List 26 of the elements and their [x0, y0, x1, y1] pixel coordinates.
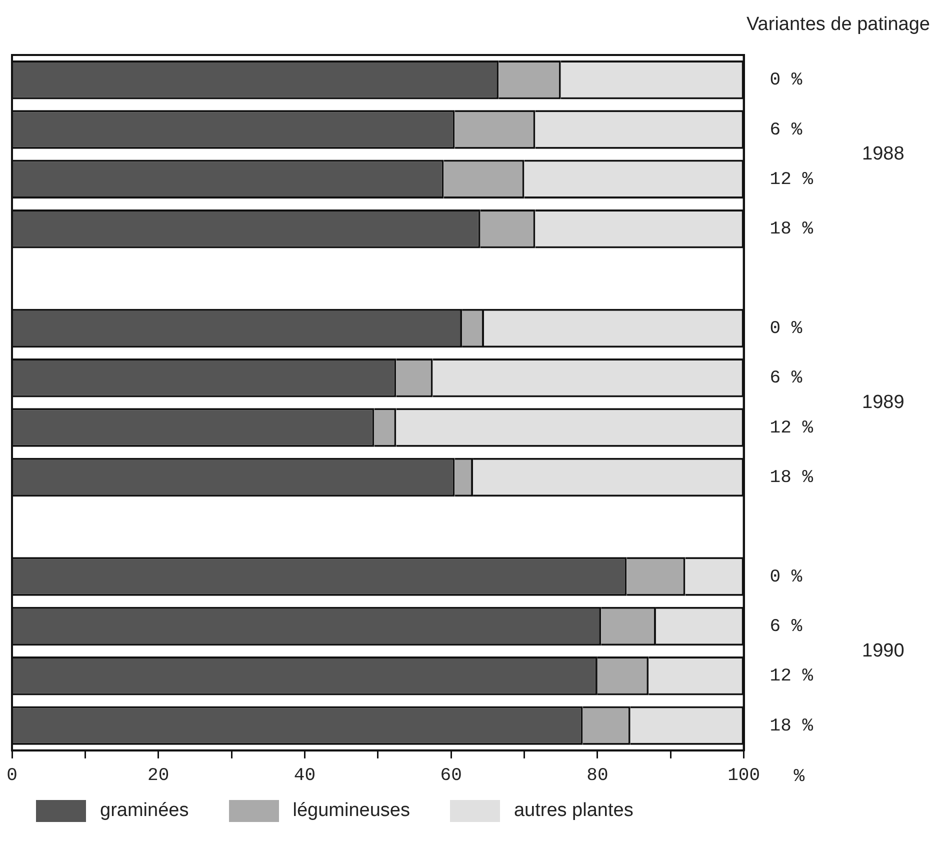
- y-tick-label: 0 %: [770, 567, 802, 588]
- y-tick-label: 6 %: [770, 368, 802, 389]
- legend-label: graminées: [100, 800, 189, 822]
- y-tick-label: 18 %: [770, 220, 814, 240]
- y-tick-label: 18 %: [770, 468, 814, 488]
- y-tick-label: 0 %: [770, 70, 802, 91]
- x-tick-label: 100: [728, 766, 760, 786]
- legend-label: légumineuses: [292, 800, 410, 822]
- x-tick-label: 0: [6, 766, 18, 786]
- legend-label: autres plantes: [514, 800, 634, 822]
- y-tick-label: 6 %: [770, 120, 802, 140]
- y-tick-label: 12 %: [770, 418, 814, 438]
- x-tick-label: 60: [440, 766, 462, 786]
- x-axis-title: %: [794, 767, 805, 788]
- y-tick-label: 0 %: [770, 318, 802, 339]
- text: 1989: [862, 392, 904, 413]
- x-tick-label: 80: [586, 766, 608, 786]
- y-tick-label: 12 %: [770, 666, 814, 687]
- y-tick-label: 18 %: [770, 716, 814, 736]
- text: 1990: [862, 640, 904, 662]
- x-tick-label: 20: [148, 766, 170, 786]
- y-tick-label: 12 %: [770, 170, 814, 190]
- x-tick-label: 40: [294, 766, 316, 786]
- y-axis-title: Variantes de patinage: [746, 14, 930, 36]
- text: 1988: [862, 144, 904, 165]
- y-tick-label: 6 %: [770, 616, 802, 637]
